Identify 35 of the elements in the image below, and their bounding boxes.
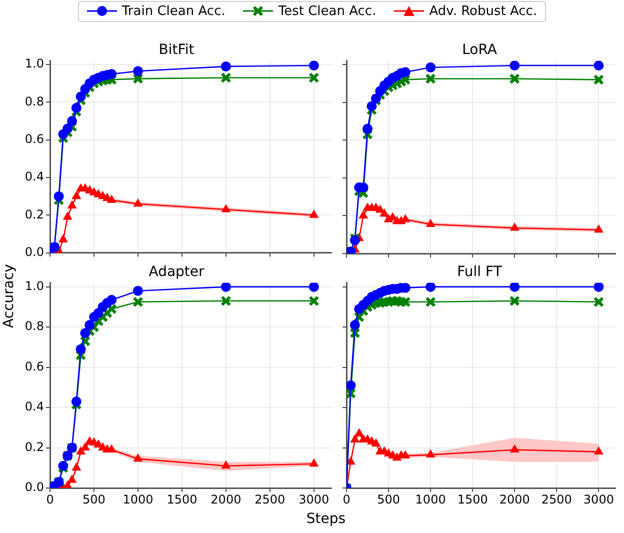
y-tick-label: 0.2 — [24, 207, 44, 222]
chart-title: Full FT — [457, 264, 502, 280]
chart-title: Adapter — [148, 264, 205, 280]
x-axis-title: Steps — [306, 511, 346, 527]
y-axis-title: Accuracy — [1, 264, 17, 328]
x-tick-label: 3000 — [298, 492, 330, 506]
x-tick-label: 500 — [377, 492, 400, 506]
x-tick-label: 2500 — [541, 492, 572, 506]
y-tick-label: 0.6 — [24, 132, 44, 146]
x-tick-label: 1500 — [166, 492, 198, 506]
y-tick-label: 1.0 — [24, 278, 44, 293]
x-tick-label: 0 — [46, 492, 54, 506]
y-tick-label: 0.0 — [24, 480, 44, 494]
legend-label: Train Clean Acc. — [122, 4, 226, 19]
y-tick-label: 0.4 — [24, 400, 44, 414]
y-tick-label: 0.8 — [24, 319, 44, 334]
y-tick-label: 0.6 — [24, 359, 44, 374]
legend-label: Adv. Robust Acc. — [429, 4, 538, 19]
x-tick-label: 2000 — [499, 492, 530, 506]
chart-title: BitFit — [158, 42, 195, 58]
x-tick-label: 2500 — [254, 492, 286, 506]
chart-title: LoRA — [462, 42, 498, 58]
x-tick-label: 1000 — [415, 492, 446, 506]
y-tick-label: 0.0 — [24, 244, 44, 259]
y-tick-label: 0.4 — [24, 170, 44, 184]
y-tick-label: 0.8 — [24, 94, 44, 108]
y-tick-label: 0.2 — [24, 440, 44, 454]
x-tick-label: 1500 — [457, 492, 488, 506]
y-tick-label: 1.0 — [24, 56, 44, 71]
x-tick-label: 1000 — [122, 492, 154, 506]
legend-label: Test Clean Acc. — [278, 4, 376, 19]
x-tick-label: 0 — [342, 492, 350, 506]
x-tick-label: 3000 — [583, 492, 614, 506]
x-tick-label: 2000 — [210, 492, 242, 506]
x-tick-label: 500 — [82, 492, 106, 506]
